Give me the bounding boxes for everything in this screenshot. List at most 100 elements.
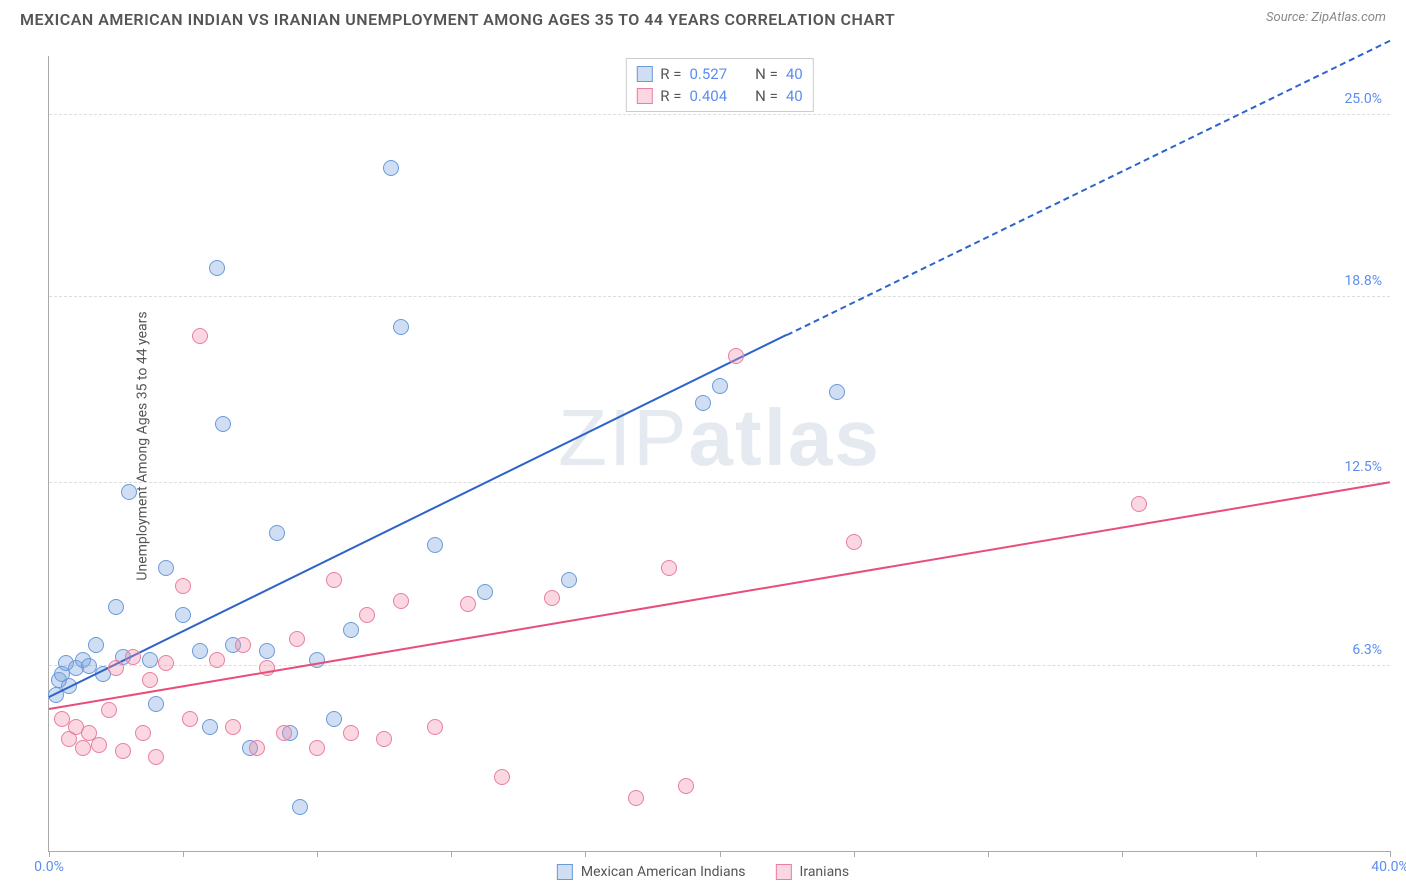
legend-n-label: N = (755, 65, 778, 83)
data-point (135, 725, 151, 741)
xtick (1256, 851, 1257, 857)
data-point (88, 637, 104, 653)
legend-item: Iranians (776, 864, 850, 880)
data-point (561, 572, 577, 588)
data-point (359, 607, 375, 623)
xtick (585, 851, 586, 857)
data-point (661, 560, 677, 576)
data-point (309, 740, 325, 756)
legend-r-value: 0.404 (689, 87, 727, 105)
data-point (712, 378, 728, 394)
legend-row: R =0.527N =40 (636, 63, 802, 85)
data-point (678, 778, 694, 794)
xtick (1122, 851, 1123, 857)
ytick-label: 25.0% (1344, 91, 1382, 107)
gridline (49, 296, 1390, 297)
legend-swatch (776, 864, 792, 880)
data-point (544, 590, 560, 606)
legend-item: Mexican American Indians (557, 864, 746, 880)
data-point (276, 725, 292, 741)
data-point (108, 599, 124, 615)
series-legend: Mexican American Indians Iranians (557, 864, 849, 880)
legend-r-label: R = (660, 87, 681, 105)
source-label: Source: ZipAtlas.com (1266, 10, 1386, 25)
ytick-label: 6.3% (1352, 642, 1382, 658)
data-point (494, 769, 510, 785)
data-point (101, 702, 117, 718)
data-point (259, 643, 275, 659)
xtick (854, 851, 855, 857)
data-point (269, 525, 285, 541)
data-point (209, 652, 225, 668)
xtick (183, 851, 184, 857)
data-point (292, 799, 308, 815)
data-point (209, 260, 225, 276)
data-point (829, 384, 845, 400)
data-point (393, 319, 409, 335)
data-point (108, 660, 124, 676)
xtick (49, 851, 50, 857)
trend-line (49, 481, 1390, 710)
correlation-legend: R =0.527N =40R =0.404N =40 (625, 58, 813, 112)
trend-line-dashed (786, 39, 1390, 335)
gridline (49, 482, 1390, 483)
xtick (720, 851, 721, 857)
data-point (326, 711, 342, 727)
data-point (383, 160, 399, 176)
data-point (289, 631, 305, 647)
data-point (215, 416, 231, 432)
data-point (148, 749, 164, 765)
data-point (728, 348, 744, 364)
data-point (477, 584, 493, 600)
legend-n-label: N = (755, 87, 778, 105)
x-min-label: 0.0% (34, 859, 64, 875)
data-point (343, 622, 359, 638)
gridline (49, 114, 1390, 115)
data-point (376, 731, 392, 747)
data-point (158, 560, 174, 576)
data-point (192, 328, 208, 344)
legend-r-value: 0.527 (689, 65, 727, 83)
data-point (235, 637, 251, 653)
xtick (317, 851, 318, 857)
data-point (393, 593, 409, 609)
data-point (846, 534, 862, 550)
data-point (192, 643, 208, 659)
legend-swatch (636, 88, 652, 104)
xtick (451, 851, 452, 857)
chart-title: MEXICAN AMERICAN INDIAN VS IRANIAN UNEMP… (20, 10, 895, 29)
data-point (202, 719, 218, 735)
data-point (182, 711, 198, 727)
ytick-label: 12.5% (1344, 459, 1382, 475)
legend-n-value: 40 (786, 87, 803, 105)
data-point (427, 537, 443, 553)
data-point (427, 719, 443, 735)
data-point (148, 696, 164, 712)
data-point (175, 578, 191, 594)
xtick (988, 851, 989, 857)
watermark: ZIPatlas (558, 392, 881, 484)
data-point (326, 572, 342, 588)
ytick-label: 18.8% (1344, 273, 1382, 289)
data-point (158, 655, 174, 671)
data-point (115, 743, 131, 759)
legend-swatch (557, 864, 573, 880)
data-point (125, 649, 141, 665)
data-point (695, 395, 711, 411)
legend-n-value: 40 (786, 65, 803, 83)
data-point (460, 596, 476, 612)
data-point (249, 740, 265, 756)
data-point (142, 672, 158, 688)
trend-line (49, 334, 787, 698)
data-point (343, 725, 359, 741)
data-point (1131, 496, 1147, 512)
legend-series-name: Mexican American Indians (581, 864, 746, 880)
data-point (75, 740, 91, 756)
legend-swatch (636, 66, 652, 82)
data-point (225, 719, 241, 735)
gridline (49, 665, 1390, 666)
data-point (91, 737, 107, 753)
xtick (1390, 851, 1391, 857)
legend-series-name: Iranians (800, 864, 850, 880)
data-point (142, 652, 158, 668)
